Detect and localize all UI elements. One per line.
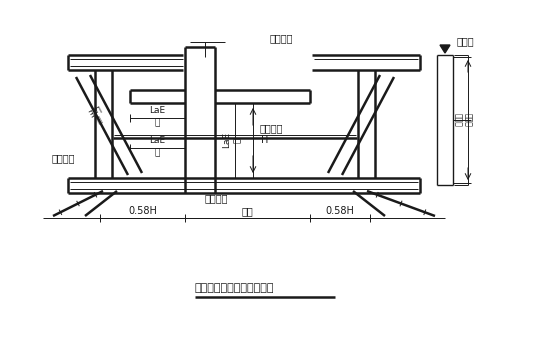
Text: LaE: LaE bbox=[149, 136, 165, 145]
Text: 胡: 胡 bbox=[155, 148, 160, 158]
Text: 0.58H: 0.58H bbox=[128, 206, 157, 216]
Text: 降水板
工作坑: 降水板 工作坑 bbox=[453, 113, 473, 127]
Text: 第
LaE: 第 LaE bbox=[85, 102, 106, 126]
Text: 鹵: 鹵 bbox=[232, 138, 241, 142]
Text: 承台下筋: 承台下筋 bbox=[205, 193, 228, 203]
Text: 承台中井坑配筋示意（一）: 承台中井坑配筋示意（一） bbox=[195, 283, 274, 293]
Text: 井宽: 井宽 bbox=[241, 206, 253, 216]
Text: 0.58H: 0.58H bbox=[325, 206, 354, 216]
Text: 胡: 胡 bbox=[155, 118, 160, 128]
Text: 承台上筋: 承台上筋 bbox=[270, 33, 293, 43]
Text: 基础顶: 基础顶 bbox=[457, 36, 475, 46]
Polygon shape bbox=[440, 45, 450, 53]
Text: LaE: LaE bbox=[222, 132, 231, 148]
Text: 承台下筋: 承台下筋 bbox=[52, 153, 75, 163]
Text: LaE: LaE bbox=[149, 106, 165, 115]
Text: H: H bbox=[261, 135, 268, 145]
Text: 承台上筋: 承台上筋 bbox=[260, 123, 283, 133]
